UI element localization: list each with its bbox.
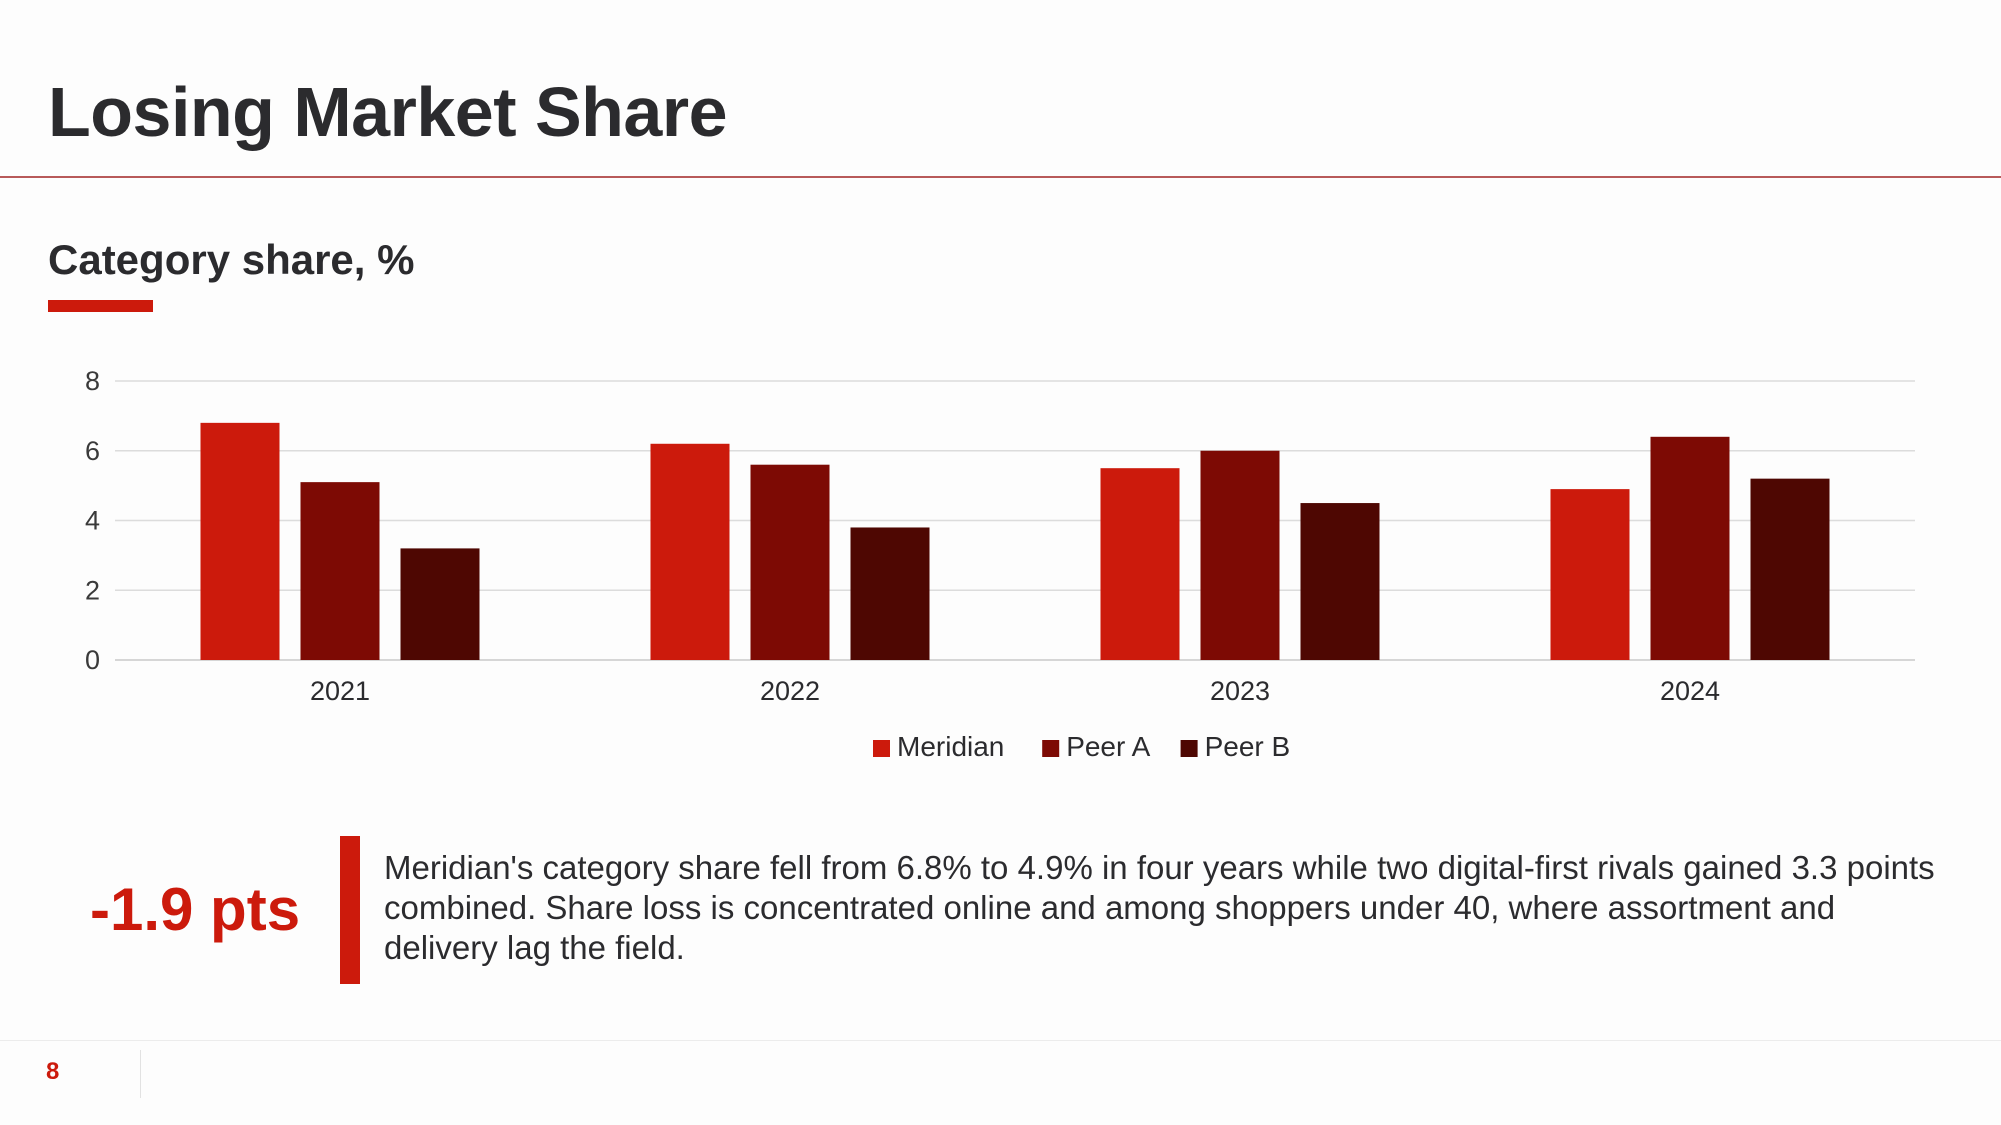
chart-legend: Meridian Peer A Peer B: [873, 731, 1290, 762]
footer-divider: [0, 1040, 2001, 1041]
y-tick-label: 4: [85, 506, 100, 536]
chart-gridlines: [115, 380, 1915, 661]
x-tick-label: 2023: [1210, 676, 1270, 706]
y-tick-label: 6: [85, 436, 100, 466]
legend-label: Peer B: [1205, 731, 1291, 762]
key-metric-value: -1.9 pts: [90, 876, 301, 943]
x-tick-label: 2021: [310, 676, 370, 706]
legend-swatch-meridian: [873, 740, 890, 757]
slide-title: Losing Market Share: [48, 73, 728, 151]
bar-peer-a-2021: [300, 482, 380, 660]
bar-peer-b-2024: [1750, 478, 1830, 660]
bar-meridian-2022: [650, 443, 730, 660]
metric-accent-bar: [340, 836, 360, 984]
bar-chart: 0 2 4 6 8 2021 2022 2023 2024 Meridian Peer A Pee…: [85, 366, 1915, 762]
bar-meridian-2023: [1100, 468, 1180, 660]
y-axis-ticks: 0 2 4 6 8: [85, 366, 100, 675]
legend-label: Meridian: [897, 731, 1004, 762]
bar-peer-a-2024: [1650, 436, 1730, 660]
legend-label: Peer A: [1066, 731, 1150, 762]
bar-peer-b-2021: [400, 548, 480, 660]
chart-bars: [200, 422, 1830, 660]
heading-accent-bar: [48, 300, 153, 312]
title-divider: [0, 176, 2001, 178]
bar-peer-b-2023: [1300, 503, 1380, 660]
y-tick-label: 8: [85, 366, 100, 396]
summary-text: Meridian's category share fell from 6.8%…: [384, 849, 1935, 966]
y-tick-label: 0: [85, 645, 100, 675]
page-number: 8: [46, 1058, 60, 1085]
x-tick-label: 2024: [1660, 676, 1720, 706]
footer-separator: [140, 1050, 141, 1098]
bar-meridian-2024: [1550, 489, 1630, 660]
y-tick-label: 2: [85, 575, 100, 605]
bar-peer-b-2022: [850, 527, 930, 660]
legend-swatch-peer-a: [1042, 740, 1060, 757]
legend-swatch-peer-b: [1180, 740, 1198, 757]
x-tick-label: 2022: [760, 676, 820, 706]
chart-heading: Category share, %: [48, 236, 415, 283]
x-axis-ticks: 2021 2022 2023 2024: [310, 676, 1720, 706]
bar-peer-a-2023: [1200, 450, 1280, 660]
bar-peer-a-2022: [750, 464, 830, 660]
bar-meridian-2021: [200, 422, 280, 660]
